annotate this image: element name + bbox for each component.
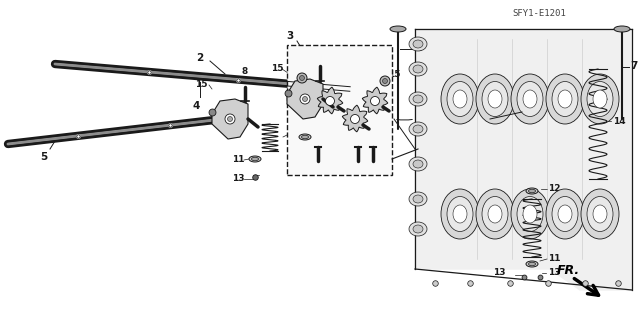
Text: 8: 8: [310, 164, 316, 173]
Ellipse shape: [413, 95, 423, 103]
Ellipse shape: [299, 134, 311, 140]
Ellipse shape: [517, 197, 543, 232]
Circle shape: [326, 97, 335, 106]
Text: 13: 13: [232, 174, 244, 183]
Text: 5: 5: [40, 152, 47, 162]
Ellipse shape: [488, 205, 502, 223]
Text: 4: 4: [192, 101, 200, 111]
Text: 15: 15: [288, 67, 301, 76]
Circle shape: [351, 115, 360, 123]
Ellipse shape: [447, 197, 473, 232]
Text: 11: 11: [232, 155, 244, 164]
Ellipse shape: [413, 195, 423, 203]
Text: 13: 13: [548, 268, 561, 277]
Ellipse shape: [614, 26, 630, 32]
Ellipse shape: [441, 74, 479, 124]
FancyBboxPatch shape: [287, 45, 392, 175]
Text: 13: 13: [493, 268, 506, 277]
Text: 10: 10: [290, 129, 302, 138]
Ellipse shape: [409, 92, 427, 106]
Ellipse shape: [593, 90, 607, 108]
Text: FR.: FR.: [556, 264, 580, 278]
Ellipse shape: [476, 74, 514, 124]
Ellipse shape: [488, 90, 502, 108]
Ellipse shape: [552, 81, 578, 116]
Ellipse shape: [511, 74, 549, 124]
Ellipse shape: [409, 192, 427, 206]
Polygon shape: [317, 87, 343, 114]
Ellipse shape: [409, 122, 427, 136]
Text: 15: 15: [195, 80, 207, 89]
Ellipse shape: [301, 135, 308, 139]
Text: 15: 15: [271, 64, 284, 73]
Ellipse shape: [581, 74, 619, 124]
Ellipse shape: [526, 188, 538, 194]
Text: 8: 8: [242, 67, 248, 76]
Ellipse shape: [587, 81, 613, 116]
Ellipse shape: [558, 90, 572, 108]
Ellipse shape: [453, 90, 467, 108]
Circle shape: [371, 97, 380, 106]
Ellipse shape: [529, 189, 536, 193]
Ellipse shape: [558, 205, 572, 223]
Text: 2: 2: [196, 53, 204, 63]
Ellipse shape: [413, 225, 423, 233]
Ellipse shape: [413, 65, 423, 73]
Ellipse shape: [390, 26, 406, 32]
Circle shape: [303, 97, 307, 101]
Text: 14: 14: [613, 117, 626, 126]
Ellipse shape: [587, 197, 613, 232]
Circle shape: [225, 114, 235, 124]
Polygon shape: [212, 99, 248, 139]
Ellipse shape: [252, 157, 259, 161]
Text: 9: 9: [548, 219, 554, 228]
Ellipse shape: [409, 37, 427, 51]
Ellipse shape: [546, 189, 584, 239]
Text: 12: 12: [315, 136, 328, 145]
Text: SFY1-E1201: SFY1-E1201: [512, 10, 566, 19]
Text: 8: 8: [317, 49, 323, 58]
Ellipse shape: [482, 197, 508, 232]
Ellipse shape: [523, 205, 537, 223]
Text: 7: 7: [630, 61, 637, 71]
Text: 15: 15: [388, 70, 401, 79]
Ellipse shape: [546, 74, 584, 124]
Polygon shape: [415, 29, 632, 290]
Circle shape: [297, 73, 307, 83]
Polygon shape: [362, 87, 388, 114]
Text: 12: 12: [548, 184, 561, 193]
Text: 8: 8: [377, 164, 383, 173]
Ellipse shape: [453, 205, 467, 223]
Text: 3: 3: [286, 31, 294, 41]
Text: 1: 1: [524, 105, 531, 115]
Ellipse shape: [413, 160, 423, 168]
Polygon shape: [342, 105, 368, 132]
Polygon shape: [287, 79, 323, 119]
Text: 6: 6: [415, 43, 422, 53]
Ellipse shape: [476, 189, 514, 239]
Circle shape: [300, 76, 305, 80]
Ellipse shape: [529, 262, 536, 266]
Ellipse shape: [593, 205, 607, 223]
Ellipse shape: [511, 189, 549, 239]
Ellipse shape: [447, 81, 473, 116]
Ellipse shape: [552, 197, 578, 232]
Ellipse shape: [413, 125, 423, 133]
Ellipse shape: [581, 189, 619, 239]
Ellipse shape: [482, 81, 508, 116]
Ellipse shape: [441, 189, 479, 239]
Ellipse shape: [413, 40, 423, 48]
Circle shape: [300, 94, 310, 104]
Ellipse shape: [409, 222, 427, 236]
Ellipse shape: [249, 156, 261, 162]
Ellipse shape: [409, 157, 427, 171]
Ellipse shape: [517, 81, 543, 116]
Circle shape: [380, 76, 390, 86]
Circle shape: [383, 78, 387, 84]
Ellipse shape: [409, 62, 427, 76]
Ellipse shape: [526, 261, 538, 267]
Circle shape: [227, 116, 232, 122]
Ellipse shape: [523, 90, 537, 108]
Text: 11: 11: [548, 254, 561, 263]
